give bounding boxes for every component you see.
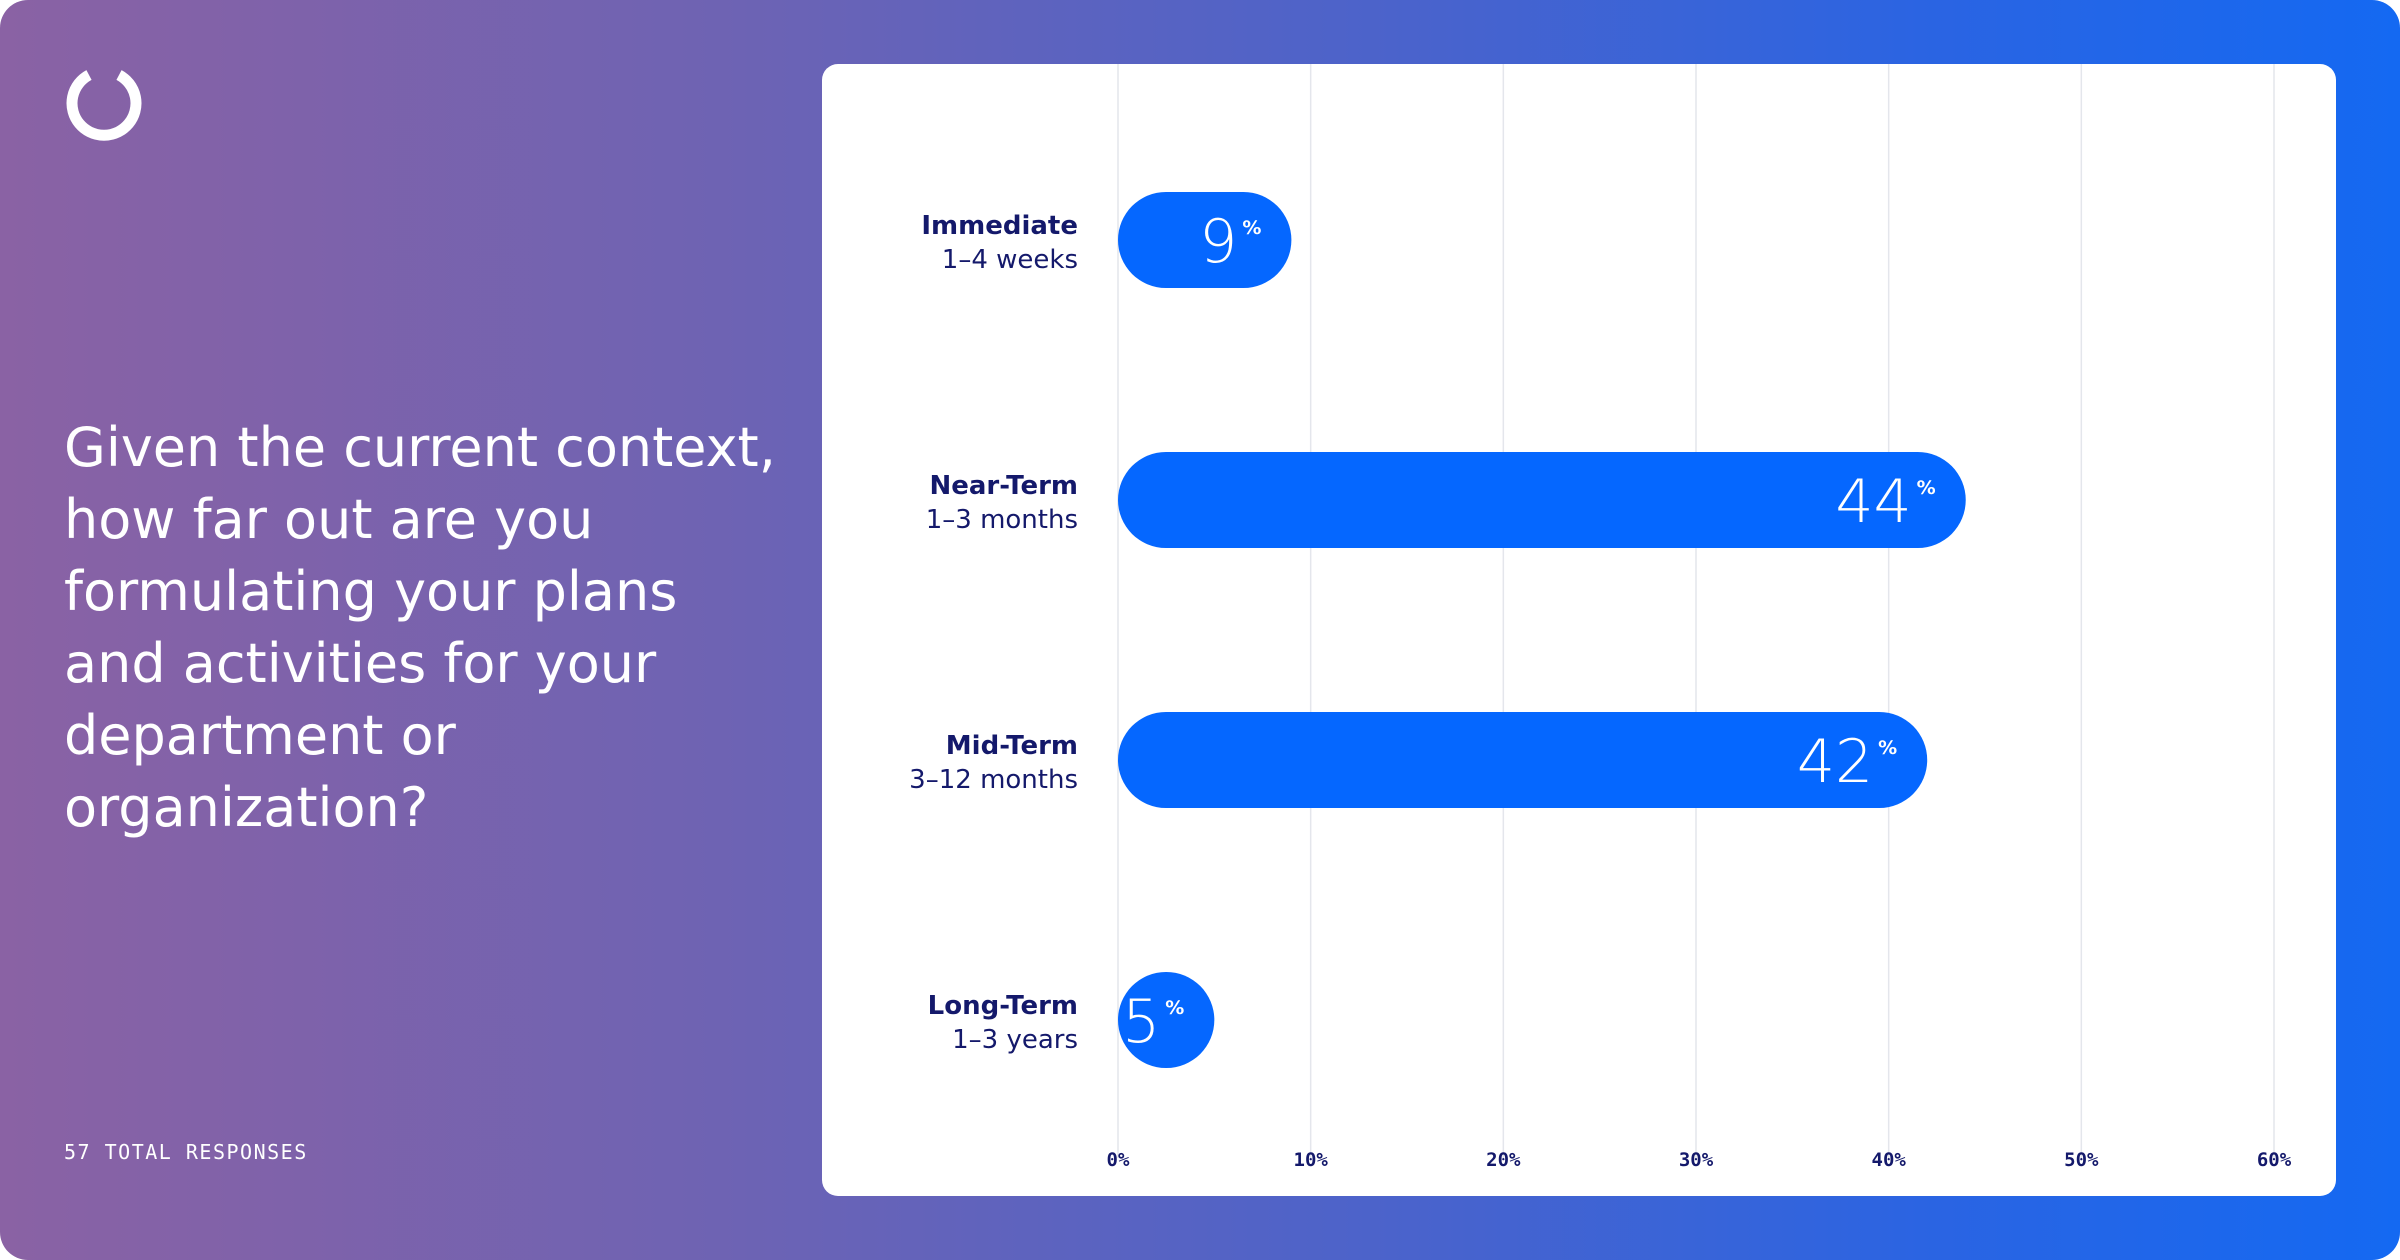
ring-logo-icon	[66, 70, 142, 141]
chart-panel: 0% 10% 20% 30% 40% 50% 60% Immediate 1–4 weeks N…	[822, 64, 2336, 1196]
category-label: Near-Term	[929, 471, 1078, 501]
category-sublabel: 1–3 years	[952, 1025, 1078, 1055]
value-label: 42	[1797, 727, 1873, 797]
question-text: Given the current context, how far out a…	[64, 416, 776, 839]
bar	[1118, 712, 1928, 808]
x-tick-label: 10%	[1294, 1149, 1329, 1171]
category-label: Mid-Term	[946, 731, 1078, 761]
x-tick-label: 60%	[2257, 1149, 2292, 1171]
category-label: Immediate	[921, 211, 1078, 241]
x-tick-label: 50%	[2064, 1149, 2099, 1171]
bar-chart: 0% 10% 20% 30% 40% 50% 60% Immediate 1–4 weeks N…	[909, 64, 2292, 1171]
bar	[1118, 972, 1215, 1068]
x-tick-label: 0%	[1107, 1149, 1130, 1171]
x-tick-label: 20%	[1486, 1149, 1521, 1171]
category-sublabel: 1–4 weeks	[942, 245, 1078, 275]
category-label: Long-Term	[928, 991, 1078, 1021]
bar	[1118, 192, 1292, 288]
value-label: 44	[1835, 467, 1911, 537]
x-tick-label: 30%	[1679, 1149, 1714, 1171]
value-label: 5	[1122, 987, 1160, 1057]
value-suffix: %	[1242, 217, 1261, 239]
category-sublabel: 1–3 months	[926, 505, 1078, 535]
value-suffix: %	[1878, 737, 1897, 759]
value-suffix: %	[1917, 477, 1936, 499]
category-sublabel: 3–12 months	[909, 765, 1078, 795]
x-tick-label: 40%	[1872, 1149, 1907, 1171]
value-suffix: %	[1165, 997, 1184, 1019]
value-label: 9	[1199, 207, 1237, 277]
bar	[1118, 452, 1966, 548]
total-responses-label: 57 TOTAL RESPONSES	[64, 1140, 308, 1164]
